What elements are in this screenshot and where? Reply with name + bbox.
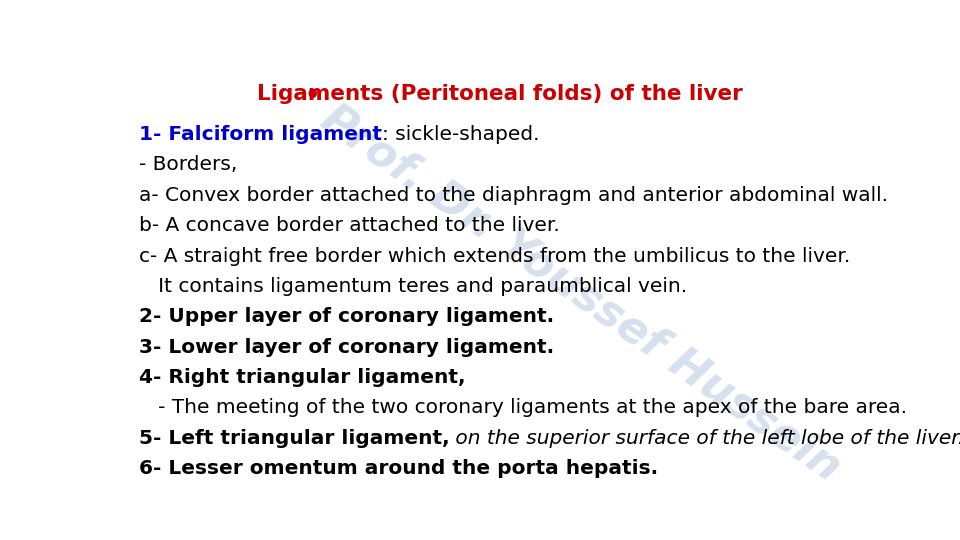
- Text: •: •: [304, 84, 320, 107]
- Text: 5- Left triangular ligament,: 5- Left triangular ligament,: [138, 429, 449, 448]
- Text: 4- Right triangular ligament,: 4- Right triangular ligament,: [138, 368, 465, 387]
- Text: c- A straight free border which extends from the umbilicus to the liver.: c- A straight free border which extends …: [138, 246, 850, 266]
- Text: : sickle-shaped.: : sickle-shaped.: [382, 125, 540, 144]
- Text: 3- Lower layer of coronary ligament.: 3- Lower layer of coronary ligament.: [138, 338, 554, 356]
- Text: b- A concave border attached to the liver.: b- A concave border attached to the live…: [138, 216, 560, 235]
- Text: on the superior surface of the left lobe of the liver.: on the superior surface of the left lobe…: [449, 429, 960, 448]
- Text: - Borders,: - Borders,: [138, 156, 237, 174]
- Text: 2- Upper layer of coronary ligament.: 2- Upper layer of coronary ligament.: [138, 307, 554, 326]
- Text: 1- Falciform ligament: 1- Falciform ligament: [138, 125, 382, 144]
- Text: It contains ligamentum teres and paraumblical vein.: It contains ligamentum teres and paraumb…: [138, 277, 686, 296]
- Text: - The meeting of the two coronary ligaments at the apex of the bare area.: - The meeting of the two coronary ligame…: [138, 399, 906, 417]
- Text: a- Convex border attached to the diaphragm and anterior abdominal wall.: a- Convex border attached to the diaphra…: [138, 186, 888, 205]
- Text: Ligaments (Peritoneal folds) of the liver: Ligaments (Peritoneal folds) of the live…: [242, 84, 742, 104]
- Text: Prof. Dr. Youssef Hussein: Prof. Dr. Youssef Hussein: [313, 97, 850, 490]
- Text: 6- Lesser omentum around the porta hepatis.: 6- Lesser omentum around the porta hepat…: [138, 459, 658, 478]
